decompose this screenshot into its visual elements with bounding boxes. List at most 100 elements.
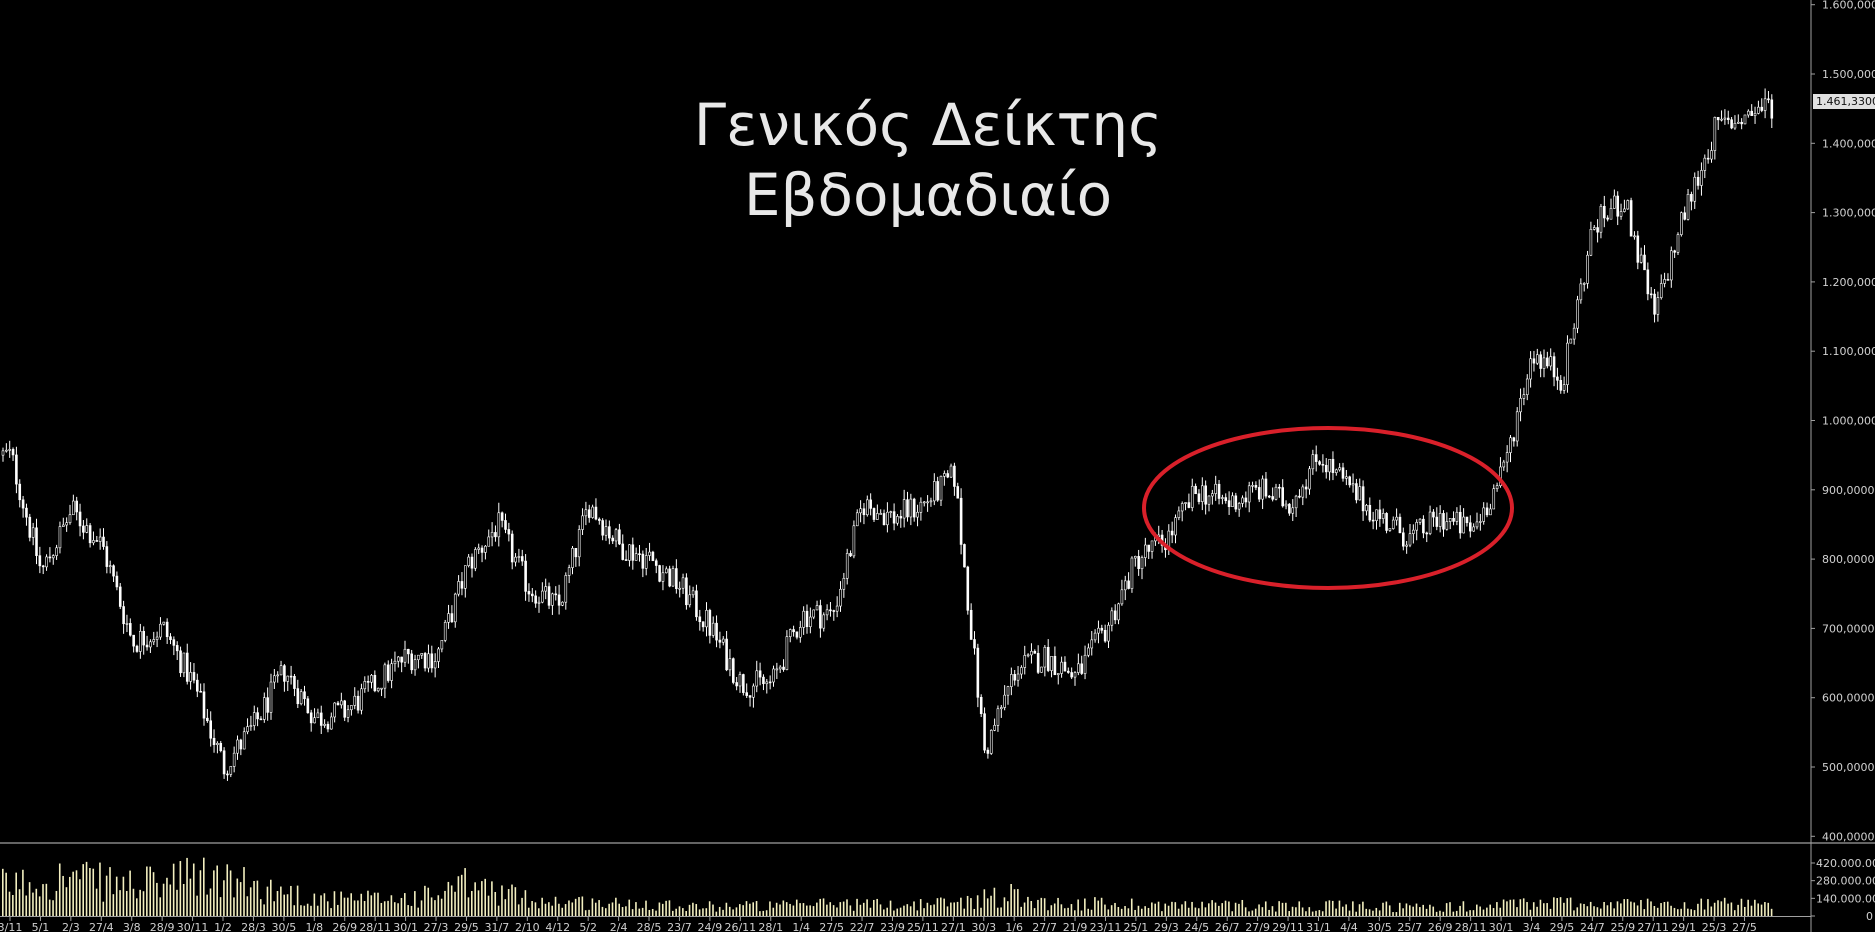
candle-body — [829, 609, 832, 612]
candle-body — [1448, 518, 1452, 522]
volume-bar — [1057, 897, 1059, 916]
volume-bar — [1080, 910, 1083, 916]
volume-bar — [1074, 910, 1076, 916]
candle-body — [229, 766, 233, 775]
time-tick-label: 25/11 — [907, 921, 939, 932]
candle-body — [1261, 478, 1264, 500]
candle-body — [567, 567, 571, 576]
candle-body — [902, 499, 906, 519]
candle-body — [507, 529, 511, 535]
candle-body — [678, 587, 682, 590]
volume-tick-label: 280.000.000 — [1816, 875, 1875, 888]
candle-body — [869, 499, 872, 509]
candle-body — [577, 529, 581, 558]
candle-body — [504, 520, 507, 530]
volume-bar — [651, 908, 654, 916]
candle-body — [1097, 627, 1100, 634]
time-tick-label: 29/5 — [454, 921, 479, 932]
volume-bar — [1003, 897, 1006, 916]
candle-body — [989, 730, 993, 754]
candle-body — [1428, 511, 1432, 534]
volume-bar — [635, 902, 637, 916]
volume-bar — [367, 890, 369, 916]
volume-bar — [718, 906, 721, 916]
volume-bar — [775, 902, 778, 916]
candle-body — [1502, 461, 1506, 468]
volume-bar — [745, 901, 748, 916]
volume-bar — [1653, 906, 1656, 916]
candle-body — [172, 639, 176, 646]
candle-body — [792, 629, 795, 633]
volume-bar — [1476, 904, 1478, 916]
volume-bar — [759, 911, 761, 916]
time-tick-label: 27/5 — [1732, 921, 1757, 932]
time-tick-label: 27/11 — [1637, 921, 1669, 932]
candle-body — [326, 723, 330, 730]
candle-body — [11, 449, 15, 456]
candle-body — [624, 559, 628, 561]
time-tick-label: 30/11 — [177, 921, 209, 932]
price-tick-label: 700,0000 — [1822, 622, 1875, 635]
volume-bar — [1120, 908, 1123, 916]
volume-bar — [132, 888, 135, 916]
candle-body — [1653, 293, 1656, 315]
volume-bar — [685, 910, 687, 916]
volume-bar — [1673, 907, 1676, 916]
volume-bar — [966, 895, 969, 916]
volume-bar — [276, 891, 279, 916]
price-tick-label: 1.400,0000 — [1822, 137, 1875, 150]
volume-bar — [156, 882, 158, 916]
time-tick-label: 24/9 — [698, 921, 723, 932]
chart-marks — [1, 88, 1774, 781]
volume-bar — [1325, 901, 1327, 916]
candle-body — [1177, 510, 1181, 518]
volume-bar — [471, 890, 473, 916]
candle-body — [232, 752, 236, 767]
candle-body — [1234, 495, 1238, 510]
volume-bar — [678, 906, 681, 916]
candle-body — [1633, 235, 1636, 238]
volume-bar — [1713, 902, 1716, 916]
candle-body — [95, 540, 99, 542]
volume-bar — [99, 862, 101, 916]
candle-body — [922, 501, 926, 504]
candle-body — [654, 560, 658, 566]
time-tick-label: 27/4 — [89, 921, 114, 932]
candle-body — [768, 681, 772, 684]
volume-bar — [1398, 902, 1401, 916]
volume-bar — [531, 901, 533, 916]
volume-bar — [621, 907, 624, 916]
candle-body — [5, 449, 8, 452]
volume-bar — [521, 897, 523, 916]
volume-bar — [554, 896, 557, 916]
volume-bar — [82, 864, 84, 916]
candle-body — [1335, 469, 1338, 473]
candle-body — [98, 536, 102, 542]
time-tick-label: 25/1 — [1124, 921, 1149, 932]
candle-body — [1559, 379, 1563, 391]
candle-body — [758, 670, 762, 678]
candle-body — [698, 616, 702, 623]
candle-body — [1556, 376, 1559, 381]
time-tick-label: 3/4 — [1523, 921, 1541, 932]
candle-body — [611, 537, 615, 542]
volume-bar — [608, 903, 610, 916]
volume-bar — [206, 894, 208, 916]
candle-body — [309, 712, 313, 724]
volume-bar — [119, 890, 121, 916]
time-axis[interactable]: 3/11 5/1 2/3 27/4 3/8 28/9 30/11 1/2 28/3 30/5 1/8… — [0, 916, 1757, 932]
volume-bar — [1599, 908, 1602, 916]
volume-bar — [404, 893, 406, 916]
volume-bar — [1683, 902, 1686, 916]
volume-bar — [1298, 901, 1301, 916]
volume-bar — [919, 899, 922, 916]
volume-bar — [1425, 908, 1428, 916]
candle-body — [35, 527, 38, 556]
volume-bar — [631, 909, 634, 916]
volume-bar — [1529, 909, 1532, 916]
candle-body — [1020, 667, 1023, 675]
candle-body — [1294, 495, 1298, 509]
price-axis[interactable]: 1.600,0000 1.500,0000 1.400,0000 1.300,0000… — [1811, 0, 1875, 843]
volume-bar — [846, 899, 848, 916]
volume-bar — [534, 902, 537, 916]
